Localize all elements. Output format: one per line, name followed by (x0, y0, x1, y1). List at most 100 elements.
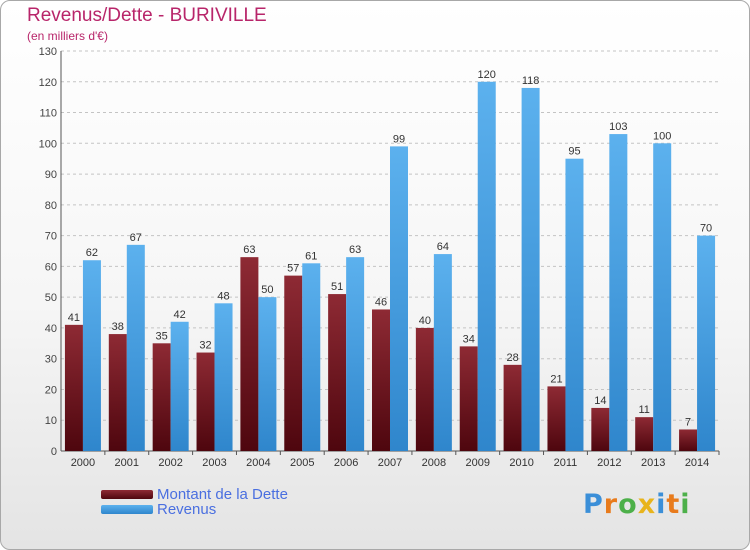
data-label: 70 (700, 223, 712, 235)
y-tick-label: 80 (45, 200, 57, 212)
bar-dette (635, 417, 654, 451)
bar-revenus (697, 235, 716, 451)
logo-letter: x (637, 489, 657, 520)
x-tick-label: 2002 (158, 457, 182, 469)
y-tick-label: 40 (45, 323, 57, 335)
data-label: 46 (375, 296, 387, 308)
data-label: 34 (463, 333, 475, 345)
y-tick-label: 70 (45, 231, 57, 243)
bar-revenus (521, 87, 540, 451)
x-tick-label: 2007 (378, 457, 402, 469)
data-label: 48 (217, 290, 229, 302)
x-tick-label: 2006 (334, 457, 358, 469)
x-tick-label: 2013 (641, 457, 665, 469)
bar-dette (372, 309, 390, 451)
data-label: 63 (349, 244, 361, 256)
data-label: 62 (86, 247, 98, 259)
legend-label-debt: Montant de la Dette (157, 486, 288, 503)
bar-revenus (258, 297, 277, 451)
data-label: 42 (174, 309, 186, 321)
data-label: 35 (156, 330, 168, 342)
x-tick-label: 2000 (71, 457, 95, 469)
bar-dette (591, 407, 610, 451)
x-tick-label: 2009 (465, 457, 489, 469)
x-tick-label: 2008 (422, 457, 446, 469)
bar-dette (547, 386, 566, 451)
logo-letter: t (666, 489, 681, 520)
logo-letter: o (618, 489, 638, 520)
data-label: 40 (419, 315, 431, 327)
y-tick-label: 120 (39, 77, 57, 89)
data-label: 118 (522, 75, 540, 87)
bar-revenus (609, 134, 628, 452)
x-tick-label: 2004 (246, 457, 270, 469)
y-tick-label: 0 (51, 446, 57, 458)
bar-dette (108, 334, 127, 451)
data-label: 100 (653, 130, 671, 142)
logo-letter: i (680, 489, 691, 520)
x-tick-label: 2014 (685, 457, 709, 469)
y-tick-label: 130 (39, 46, 57, 58)
data-label: 63 (243, 244, 255, 256)
bar-dette (328, 294, 347, 451)
y-tick-label: 100 (39, 138, 57, 150)
data-label: 21 (550, 373, 562, 385)
bar-dette (679, 429, 698, 451)
logo-letter: i (656, 489, 667, 520)
bar-revenus (346, 257, 365, 451)
data-label: 67 (130, 232, 142, 244)
legend-swatch-debt (101, 490, 153, 499)
data-label: 41 (68, 312, 80, 324)
data-label: 61 (305, 250, 317, 262)
bar-revenus (82, 260, 101, 451)
y-tick-label: 30 (45, 354, 57, 366)
bar-revenus (126, 244, 145, 451)
bars (64, 81, 716, 452)
data-label: 38 (112, 321, 124, 333)
data-label: 14 (594, 395, 606, 407)
y-tick-label: 10 (45, 415, 57, 427)
data-label: 99 (393, 133, 405, 145)
data-label: 64 (437, 241, 449, 253)
bar-dette (152, 343, 171, 451)
x-tick-label: 2011 (554, 457, 578, 469)
logo-letter: r (603, 489, 619, 520)
chart-title: Revenus/Dette - BURIVILLE (27, 5, 267, 26)
data-label: 7 (685, 416, 691, 428)
bar-dette (196, 352, 215, 451)
bar-revenus (302, 263, 321, 451)
bar-dette (503, 364, 522, 451)
data-label: 57 (287, 263, 299, 275)
bar-revenus (477, 81, 496, 452)
bar-dette (284, 275, 303, 451)
bar-dette (415, 327, 434, 451)
x-tick-label: 2003 (202, 457, 226, 469)
bar-dette (64, 324, 83, 451)
chart-subtitle: (en milliers d'€) (27, 29, 108, 43)
y-tick-label: 20 (45, 384, 57, 396)
bar-revenus (653, 143, 672, 452)
y-tick-label: 90 (45, 169, 57, 181)
bar-revenus (390, 146, 408, 451)
data-label: 103 (609, 121, 627, 133)
x-tick-label: 2012 (597, 457, 621, 469)
x-tick-label: 2005 (290, 457, 314, 469)
proxiti-logo: Proxiti (583, 489, 691, 520)
data-labels: 41 62 38 67 35 42 32 48 63 50 57 61 51 63 46 99 40 64 34 12… (68, 69, 712, 429)
data-label: 50 (261, 284, 273, 296)
data-label: 28 (506, 352, 518, 364)
bar-revenus (433, 254, 452, 451)
data-label: 11 (638, 404, 649, 416)
legend-swatch-revenus (101, 505, 153, 514)
data-label: 32 (199, 340, 211, 352)
legend-label-revenus: Revenus (157, 501, 217, 518)
x-tick-label: 2010 (509, 457, 533, 469)
y-tick-label: 50 (45, 292, 57, 304)
data-label: 51 (331, 281, 343, 293)
y-tick-label: 110 (39, 108, 57, 120)
bar-revenus (565, 158, 584, 451)
logo-letter: P (583, 489, 604, 520)
bar-dette (459, 346, 478, 451)
